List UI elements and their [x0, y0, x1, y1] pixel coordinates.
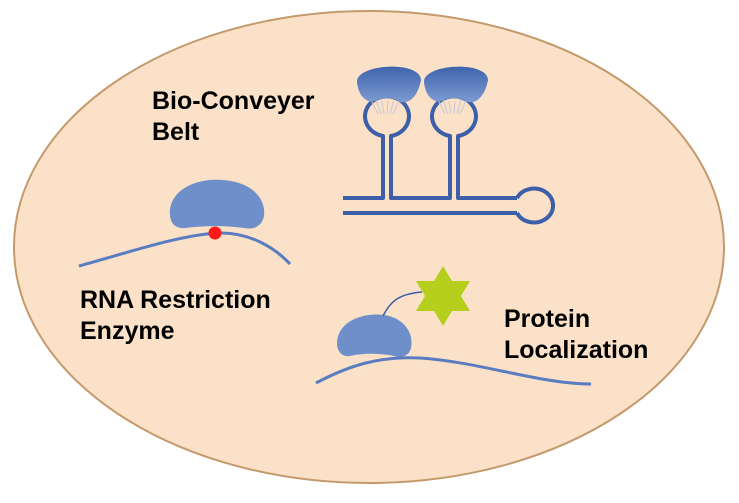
ribosome-icon — [356, 66, 421, 103]
rna-restriction-enzyme-label-line2: Enzyme — [80, 317, 175, 345]
cut-site-dot-icon — [208, 226, 222, 240]
rna-restriction-enzyme-diagram — [78, 179, 292, 268]
protein-localization-label-line1: Protein — [504, 305, 591, 333]
protein-localization-diagram — [315, 266, 592, 386]
rna-terminal-loop-icon — [515, 186, 555, 225]
bio-conveyer-belt-label: Bio-Conveyer Belt — [152, 86, 315, 148]
rna-restriction-enzyme-label: RNA Restriction Enzyme — [80, 285, 271, 347]
bio-conveyer-belt-label-line2: Belt — [152, 118, 200, 146]
bio-conveyer-belt-diagram — [343, 66, 555, 225]
rna-restriction-enzyme-label-line1: RNA Restriction — [80, 286, 271, 314]
ribosome-icon — [336, 314, 412, 357]
ribosome-icon — [169, 179, 265, 229]
protein-localization-label: Protein Localization — [504, 304, 648, 366]
protein-localization-label-line2: Localization — [504, 336, 649, 364]
rna-strand — [315, 356, 592, 386]
cell-ellipse — [13, 10, 725, 484]
rna-hairpin-scaffold — [343, 94, 517, 215]
peptide-tether — [382, 291, 423, 317]
ribosome-icon — [423, 66, 488, 103]
protein-star-icon — [416, 266, 470, 326]
bio-conveyer-belt-label-line1: Bio-Conveyer — [152, 87, 315, 115]
